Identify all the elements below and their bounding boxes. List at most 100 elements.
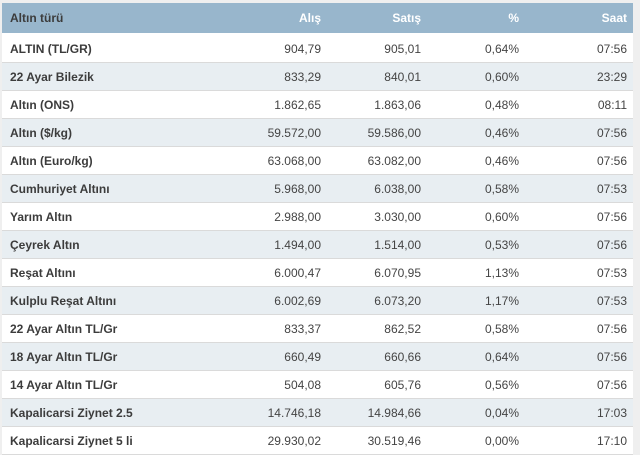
cell-time: 23:29	[525, 62, 633, 91]
cell-buy: 504,08	[207, 370, 327, 399]
cell-pct: 0,64%	[427, 342, 525, 371]
column-header-time: Saat	[525, 3, 633, 34]
cell-type: Yarım Altın	[2, 202, 207, 231]
cell-buy: 6.000,47	[207, 258, 327, 287]
cell-sell: 840,01	[327, 62, 427, 91]
cell-pct: 0,56%	[427, 370, 525, 399]
table-row: 22 Ayar Bilezik 833,29 840,01 0,60% 23:29	[2, 62, 633, 91]
cell-buy: 14.746,18	[207, 398, 327, 427]
cell-type: 22 Ayar Bilezik	[2, 62, 207, 91]
cell-pct: 0,46%	[427, 146, 525, 175]
cell-time: 07:53	[525, 258, 633, 287]
cell-type: Kulplu Reşat Altını	[2, 286, 207, 315]
table-row: Kulplu Reşat Altını 6.002,69 6.073,20 1,17%…	[2, 286, 633, 315]
cell-sell: 1.863,06	[327, 90, 427, 119]
table-row: 14 Ayar Altın TL/Gr 504,08 605,76 0,56% 07:5…	[2, 370, 633, 399]
cell-type: Altın ($/kg)	[2, 118, 207, 147]
cell-pct: 0,58%	[427, 314, 525, 343]
gold-prices-widget: Altın türü Alış Satış % Saat ALTIN (TL/G…	[2, 3, 633, 455]
cell-pct: 0,04%	[427, 398, 525, 427]
column-header-buy: Alış	[207, 3, 327, 34]
cell-type: Kapalicarsi Ziynet 5 li	[2, 426, 207, 455]
cell-time: 07:56	[525, 202, 633, 231]
cell-sell: 30.519,46	[327, 426, 427, 455]
cell-type: Çeyrek Altın	[2, 230, 207, 259]
table-row: Reşat Altını 6.000,47 6.070,95 1,13% 07:53	[2, 258, 633, 287]
cell-pct: 1,13%	[427, 258, 525, 287]
cell-time: 17:10	[525, 426, 633, 455]
cell-pct: 0,58%	[427, 174, 525, 203]
cell-pct: 0,53%	[427, 230, 525, 259]
cell-type: Altın (ONS)	[2, 90, 207, 119]
table-header: Altın türü Alış Satış % Saat	[2, 3, 633, 34]
cell-sell: 6.073,20	[327, 286, 427, 315]
cell-sell: 905,01	[327, 33, 427, 63]
cell-type: Reşat Altını	[2, 258, 207, 287]
cell-pct: 0,00%	[427, 426, 525, 455]
cell-buy: 2.988,00	[207, 202, 327, 231]
cell-buy: 29.930,02	[207, 426, 327, 455]
cell-type: 18 Ayar Altın TL/Gr	[2, 342, 207, 371]
cell-pct: 0,46%	[427, 118, 525, 147]
cell-buy: 904,79	[207, 33, 327, 63]
table-row: Altın ($/kg) 59.572,00 59.586,00 0,46% 07:56	[2, 118, 633, 147]
cell-type: ALTIN (TL/GR)	[2, 33, 207, 63]
table-row: Cumhuriyet Altını 5.968,00 6.038,00 0,58% 07…	[2, 174, 633, 203]
cell-time: 07:56	[525, 118, 633, 147]
cell-type: Altın (Euro/kg)	[2, 146, 207, 175]
cell-type: Cumhuriyet Altını	[2, 174, 207, 203]
cell-sell: 14.984,66	[327, 398, 427, 427]
cell-type: 22 Ayar Altın TL/Gr	[2, 314, 207, 343]
cell-time: 07:56	[525, 33, 633, 63]
table-row: 18 Ayar Altın TL/Gr 660,49 660,66 0,64% 07:5…	[2, 342, 633, 371]
cell-buy: 1.494,00	[207, 230, 327, 259]
cell-buy: 833,29	[207, 62, 327, 91]
cell-sell: 862,52	[327, 314, 427, 343]
cell-sell: 6.038,00	[327, 174, 427, 203]
column-header-pct: %	[427, 3, 525, 34]
cell-buy: 63.068,00	[207, 146, 327, 175]
cell-sell: 6.070,95	[327, 258, 427, 287]
table-row: 22 Ayar Altın TL/Gr 833,37 862,52 0,58% 07:5…	[2, 314, 633, 343]
cell-pct: 0,48%	[427, 90, 525, 119]
cell-sell: 59.586,00	[327, 118, 427, 147]
cell-buy: 833,37	[207, 314, 327, 343]
table-row: ALTIN (TL/GR) 904,79 905,01 0,64% 07:56	[2, 33, 633, 63]
cell-time: 07:56	[525, 314, 633, 343]
cell-buy: 59.572,00	[207, 118, 327, 147]
cell-buy: 5.968,00	[207, 174, 327, 203]
cell-time: 07:56	[525, 370, 633, 399]
cell-time: 07:53	[525, 286, 633, 315]
column-header-type: Altın türü	[2, 3, 207, 34]
cell-time: 17:03	[525, 398, 633, 427]
cell-buy: 6.002,69	[207, 286, 327, 315]
cell-time: 07:56	[525, 146, 633, 175]
table-row: Altın (Euro/kg) 63.068,00 63.082,00 0,46% 07…	[2, 146, 633, 175]
cell-type: Kapalicarsi Ziynet 2.5	[2, 398, 207, 427]
header-row: Altın türü Alış Satış % Saat	[2, 3, 633, 34]
cell-time: 07:53	[525, 174, 633, 203]
cell-time: 08:11	[525, 90, 633, 119]
cell-sell: 3.030,00	[327, 202, 427, 231]
cell-pct: 1,17%	[427, 286, 525, 315]
cell-type: 14 Ayar Altın TL/Gr	[2, 370, 207, 399]
cell-time: 07:56	[525, 342, 633, 371]
table-row: Altın (ONS) 1.862,65 1.863,06 0,48% 08:11	[2, 90, 633, 119]
cell-sell: 660,66	[327, 342, 427, 371]
cell-pct: 0,60%	[427, 202, 525, 231]
cell-sell: 63.082,00	[327, 146, 427, 175]
cell-pct: 0,60%	[427, 62, 525, 91]
table-body: ALTIN (TL/GR) 904,79 905,01 0,64% 07:56 22 Ay…	[2, 33, 633, 455]
table-row: Çeyrek Altın 1.494,00 1.514,00 0,53% 07:56	[2, 230, 633, 259]
table-row: Kapalicarsi Ziynet 2.5 14.746,18 14.984,66…	[2, 398, 633, 427]
cell-sell: 1.514,00	[327, 230, 427, 259]
table-row: Kapalicarsi Ziynet 5 li 29.930,02 30.519,4…	[2, 426, 633, 455]
cell-buy: 660,49	[207, 342, 327, 371]
table-row: Yarım Altın 2.988,00 3.030,00 0,60% 07:56	[2, 202, 633, 231]
cell-pct: 0,64%	[427, 33, 525, 63]
cell-sell: 605,76	[327, 370, 427, 399]
cell-time: 07:56	[525, 230, 633, 259]
cell-buy: 1.862,65	[207, 90, 327, 119]
gold-prices-table: Altın türü Alış Satış % Saat ALTIN (TL/G…	[2, 3, 633, 455]
column-header-sell: Satış	[327, 3, 427, 34]
